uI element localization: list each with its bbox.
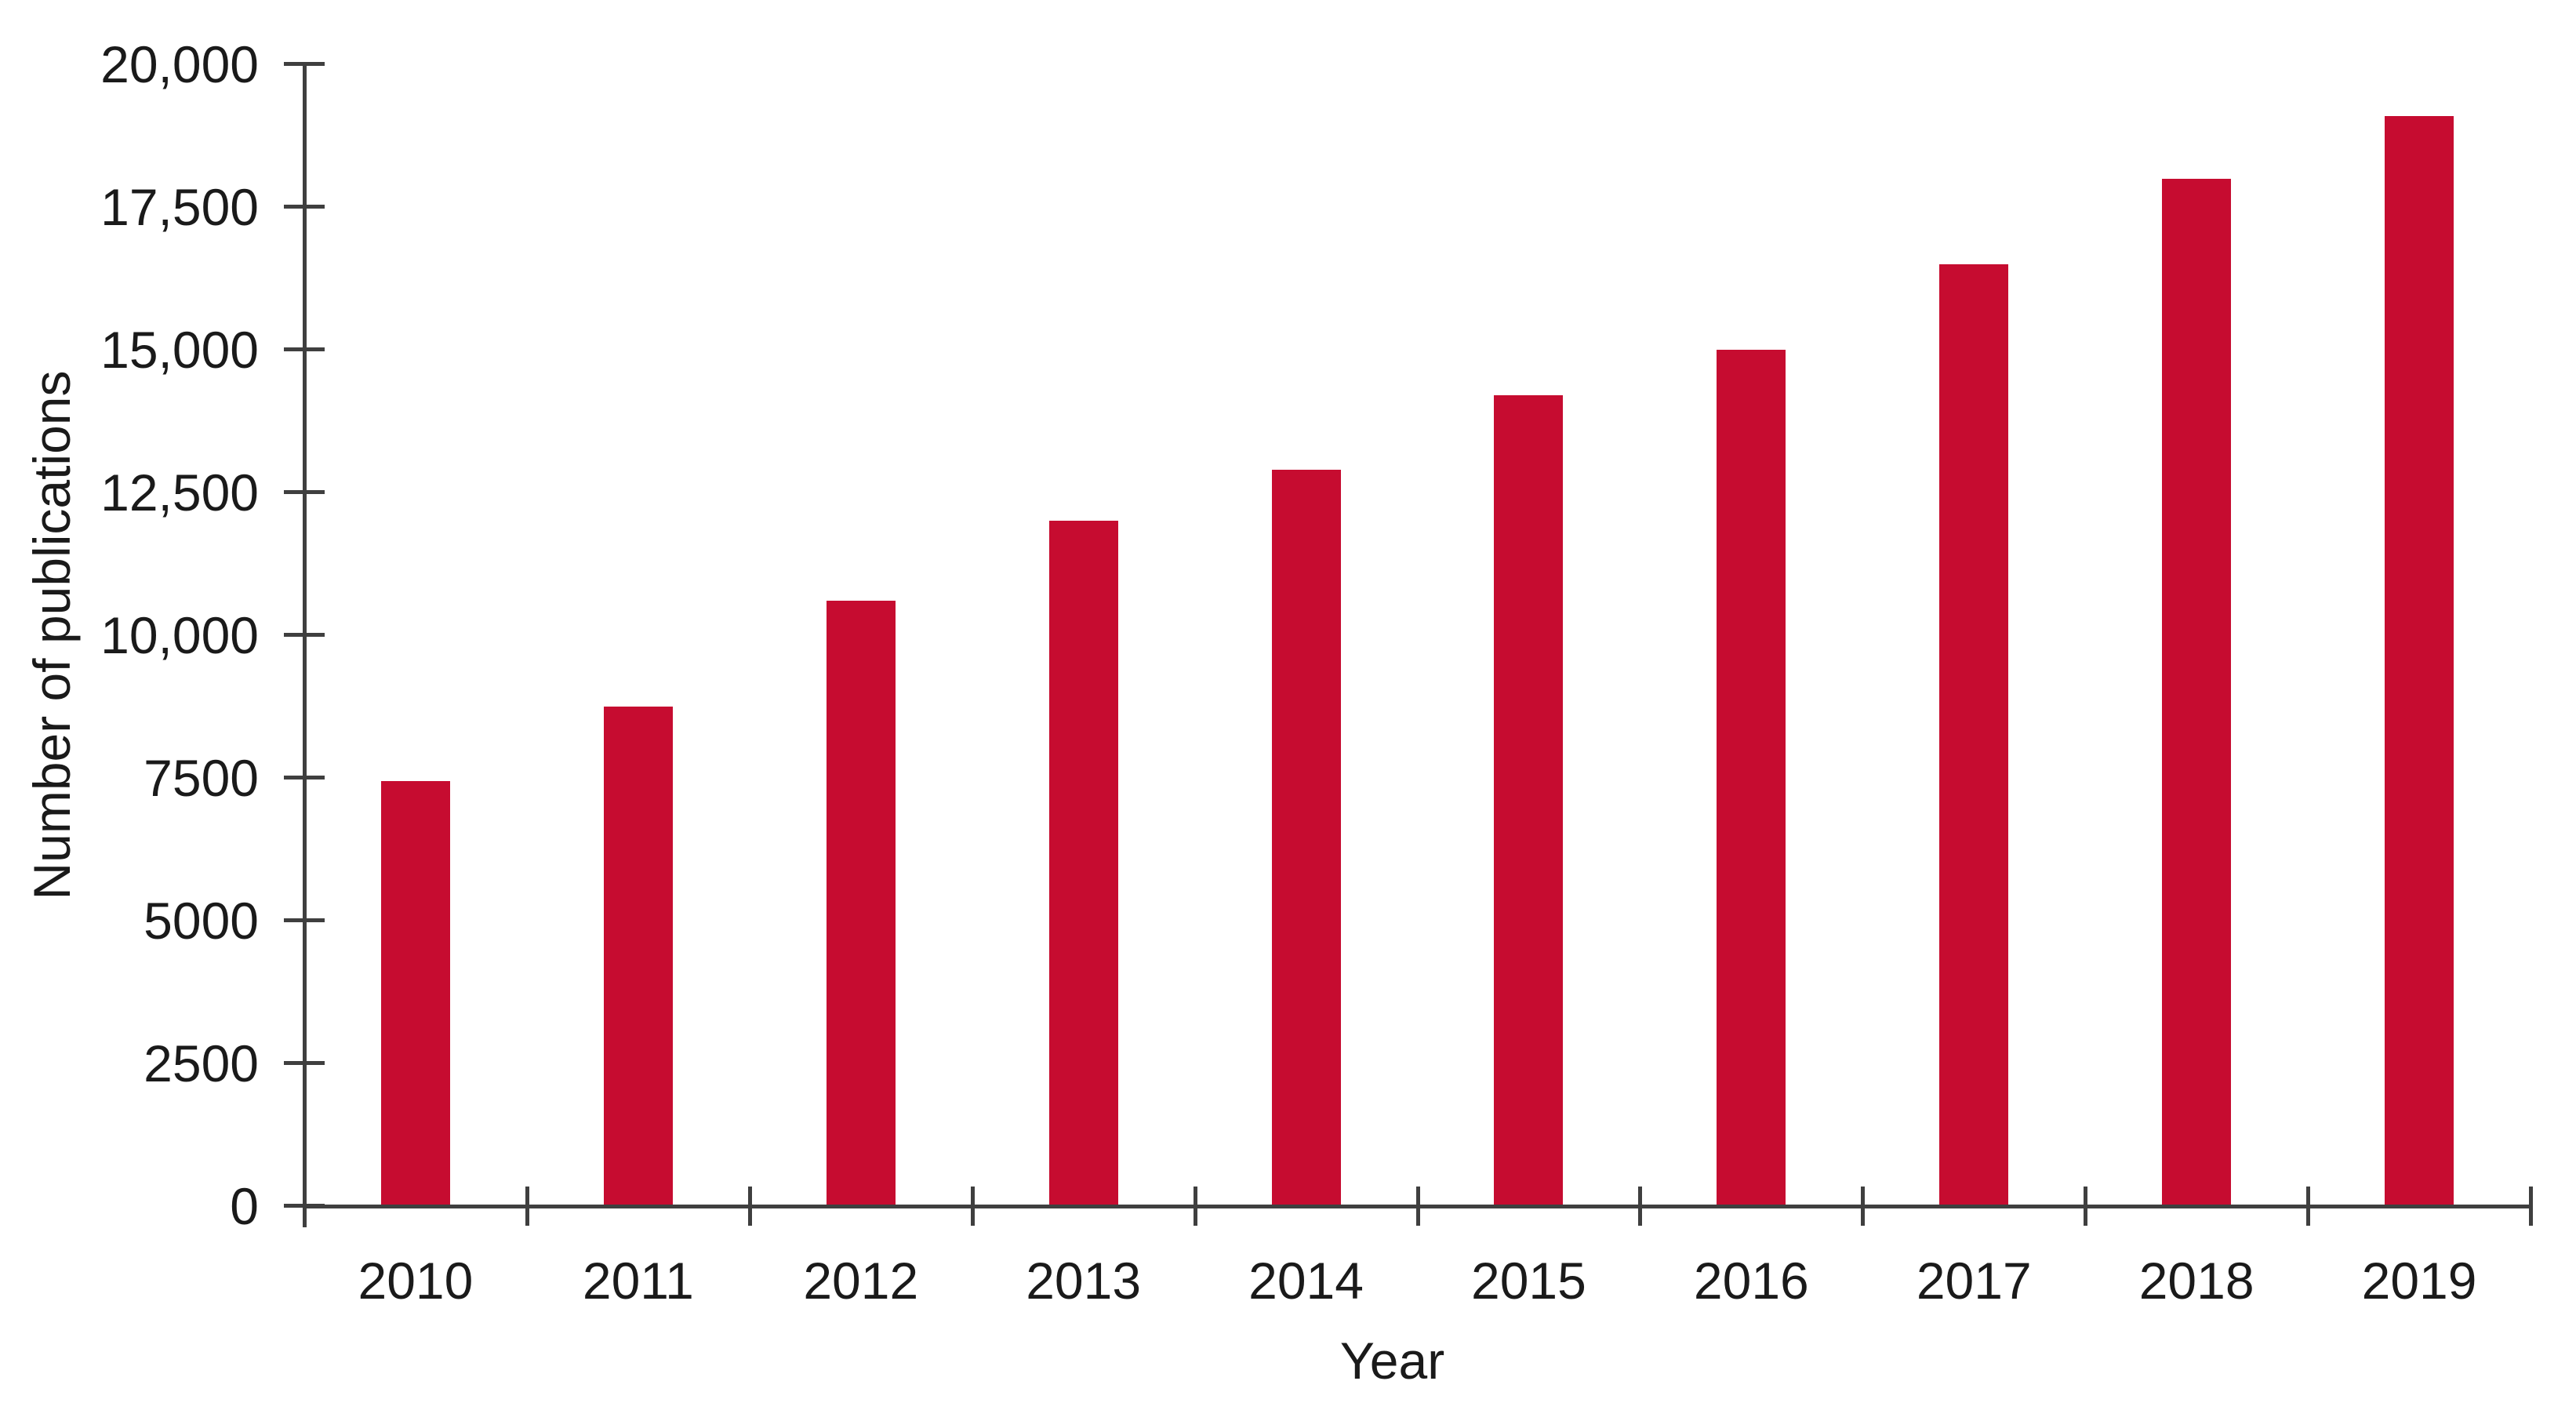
y-tick-label-5000: 5000: [144, 892, 259, 950]
x-tick-label-2012: 2012: [803, 1252, 919, 1310]
bar-2017: [1939, 263, 2009, 1206]
y-tick-label-20000: 20,000: [100, 35, 259, 93]
x-tick-label-2013: 2013: [1026, 1252, 1142, 1310]
x-tick-label-2011: 2011: [582, 1252, 694, 1310]
x-tick-label-2019: 2019: [2361, 1252, 2477, 1310]
bar-2019: [2385, 115, 2454, 1206]
x-tick-label-2015: 2015: [1471, 1252, 1586, 1310]
x-tick-label-2018: 2018: [2138, 1252, 2254, 1310]
y-tick-label-12500: 12,500: [100, 463, 259, 522]
x-tick-label-2016: 2016: [1693, 1252, 1809, 1310]
bar-2016: [1717, 350, 1786, 1206]
y-tick-label-7500: 7500: [144, 749, 259, 807]
y-tick-label-2500: 2500: [144, 1034, 259, 1092]
x-tick-label-2014: 2014: [1248, 1252, 1364, 1310]
bar-2010: [380, 780, 450, 1206]
x-axis-title: Year: [1339, 1332, 1445, 1390]
y-tick-20000: [284, 62, 325, 66]
bar-2012: [826, 601, 896, 1206]
y-tick-label-15000: 15,000: [100, 321, 259, 379]
y-tick-label-17500: 17,500: [100, 178, 259, 236]
bar-2014: [1271, 469, 1341, 1206]
bar-2015: [1494, 395, 1564, 1206]
x-tick-label-2017: 2017: [1916, 1252, 2032, 1310]
y-axis-line: [303, 64, 307, 1227]
bar-2018: [2162, 178, 2232, 1206]
bar-2011: [603, 707, 673, 1206]
bar-2013: [1048, 521, 1118, 1206]
x-tick-label-2010: 2010: [358, 1252, 474, 1310]
y-tick-label-0: 0: [230, 1177, 259, 1235]
x-axis-line: [303, 1205, 2533, 1208]
y-tick-label-10000: 10,000: [100, 606, 259, 664]
